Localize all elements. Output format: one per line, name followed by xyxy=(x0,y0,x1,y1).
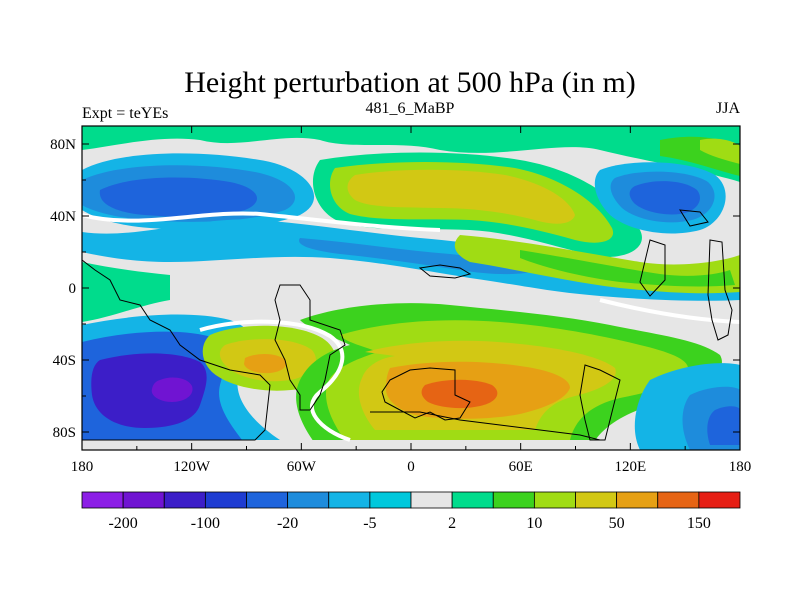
zero-line-1 xyxy=(82,211,441,232)
colorbar-swatch xyxy=(492,491,535,509)
zero-line-3 xyxy=(599,298,740,324)
coastline-indonesia xyxy=(418,264,472,279)
colorbar-swatch xyxy=(163,491,206,509)
x-tick-label: 60W xyxy=(287,459,317,475)
x-tick-label: 120W xyxy=(173,459,211,475)
colorbar-label: -100 xyxy=(191,515,220,532)
contour-spac-low-4 xyxy=(151,377,193,402)
contour-npac-low-core xyxy=(99,177,258,217)
y-axis: 80N 40N 0 40S 80S xyxy=(50,137,740,441)
contour-nh-polar-core xyxy=(700,138,740,164)
contour-nh-polar xyxy=(82,126,740,182)
coastline-antarctic-strip xyxy=(370,411,601,441)
contour-neasia-low-core xyxy=(629,181,700,215)
coastlines xyxy=(82,209,733,441)
coastline-pacific-isles xyxy=(707,239,733,341)
colorbar-swatch xyxy=(698,491,741,509)
contour-spac-low-3 xyxy=(91,353,207,428)
colorbar-swatch xyxy=(410,491,453,509)
colorbar-swatch xyxy=(287,491,330,509)
colorbar-label: -20 xyxy=(277,515,298,532)
contour-spac-high-core xyxy=(244,354,287,374)
contour-sind-high-5 xyxy=(421,379,498,409)
colorbar-label: 50 xyxy=(609,515,625,532)
coastline-japan xyxy=(679,209,709,227)
colorbar-label: 2 xyxy=(448,515,456,532)
colorbar-label: -200 xyxy=(108,515,137,532)
coastline-australia xyxy=(579,364,621,441)
colorbar-swatch xyxy=(657,491,700,509)
contour-fills xyxy=(82,126,740,450)
coastline-north-america xyxy=(82,259,271,441)
center-label: 481_6_MaBP xyxy=(366,100,455,117)
colorbar-swatch xyxy=(533,491,576,509)
colorbar-label: 10 xyxy=(526,515,542,532)
coastline-asia-east xyxy=(639,239,666,297)
contour-tropics-east-inner xyxy=(520,250,735,287)
contour-eurasia-high-core xyxy=(347,169,575,224)
colorbar-swatch xyxy=(204,491,247,509)
x-tick-label: 0 xyxy=(407,459,415,475)
contour-tropics-green xyxy=(82,262,170,322)
colorbar-swatch xyxy=(369,491,412,509)
zero-line-2 xyxy=(199,319,351,442)
contour-se-low-core xyxy=(707,406,740,445)
colorbar-swatch xyxy=(122,491,165,509)
right-label: JJA xyxy=(716,100,740,117)
y-tick-label: 40S xyxy=(53,353,76,369)
colorbar-label: 150 xyxy=(687,515,711,532)
colorbar-swatch xyxy=(328,491,371,509)
y-tick-label: 80S xyxy=(53,425,76,441)
y-tick-label: 0 xyxy=(69,281,77,297)
contour-nh-low-band-inner xyxy=(299,238,540,275)
chart-title: Height perturbation at 500 hPa (in m) xyxy=(184,66,636,99)
colorbar-swatch xyxy=(246,491,289,509)
y-tick-label: 40N xyxy=(50,209,76,225)
colorbar-swatch xyxy=(451,491,494,509)
contour-map xyxy=(82,126,740,450)
colorbar-swatch xyxy=(575,491,618,509)
colorbar-swatch xyxy=(616,491,659,509)
x-tick-label: 180 xyxy=(729,459,752,475)
x-tick-label: 60E xyxy=(509,459,533,475)
coastline-south-america xyxy=(274,284,346,411)
left-label: Expt = teYEs xyxy=(82,105,168,122)
x-tick-label: 180 xyxy=(71,459,94,475)
colorbar: -200 -100 -20 -5 2 10 50 150 xyxy=(81,491,741,532)
x-axis: 180 120W 60W 0 60E 120E 180 xyxy=(71,126,752,475)
x-tick-label: 120E xyxy=(614,459,646,475)
colorbar-label: -5 xyxy=(363,515,376,532)
colorbar-swatch xyxy=(81,491,124,509)
y-tick-label: 80N xyxy=(50,137,76,153)
